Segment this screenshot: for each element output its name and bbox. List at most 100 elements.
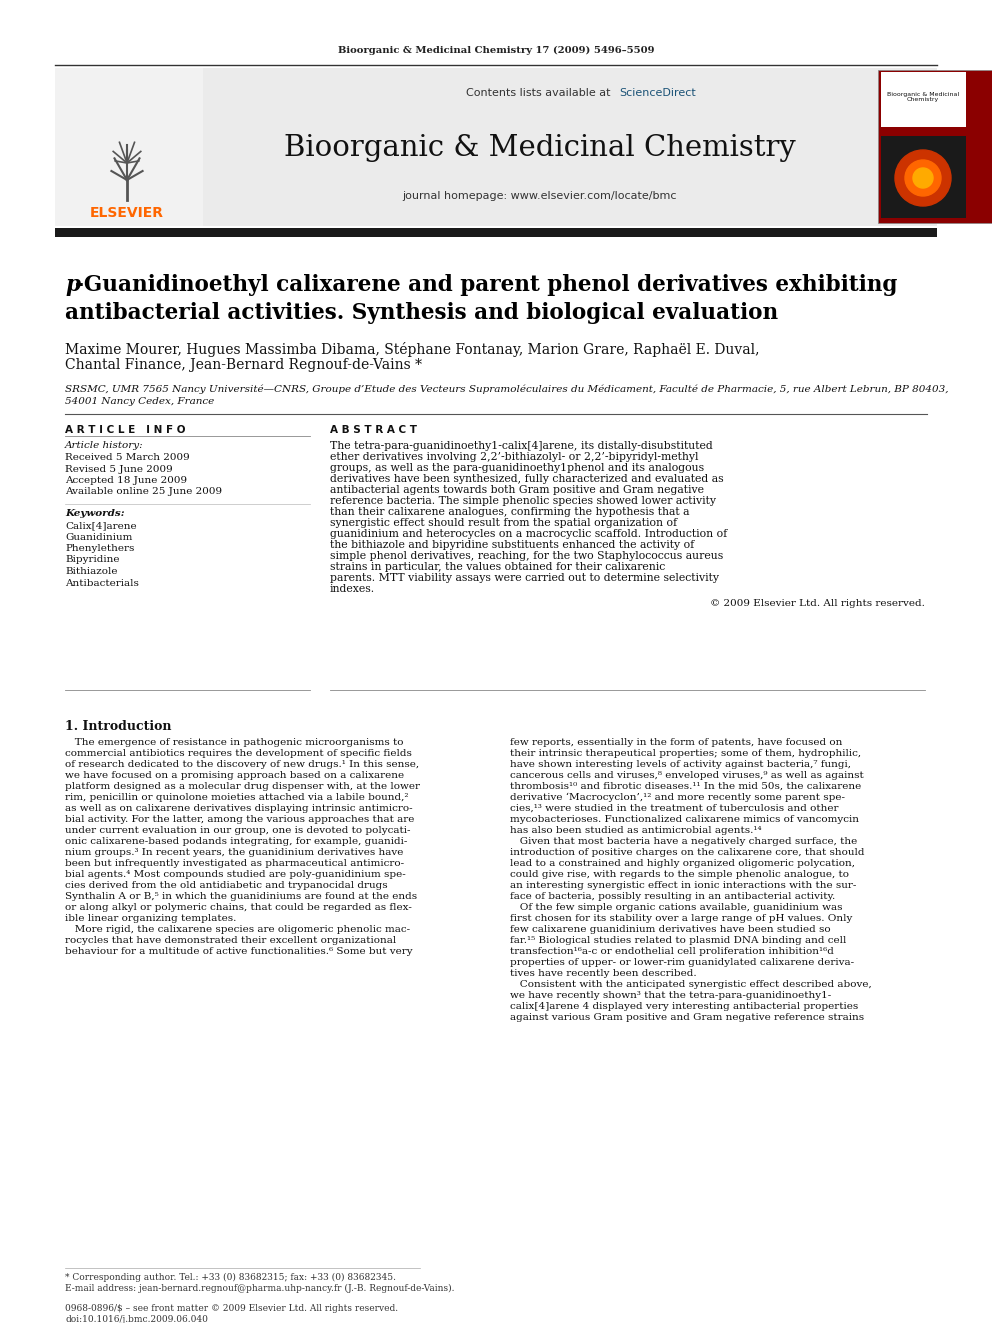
Text: behaviour for a multitude of active functionalities.⁶ Some but very: behaviour for a multitude of active func… — [65, 947, 413, 957]
FancyBboxPatch shape — [878, 70, 992, 224]
Text: doi:10.1016/j.bmc.2009.06.040: doi:10.1016/j.bmc.2009.06.040 — [65, 1315, 208, 1323]
Text: derivative ‘Macrocyclon’,¹² and more recently some parent spe-: derivative ‘Macrocyclon’,¹² and more rec… — [510, 792, 845, 802]
Text: Guanidinium: Guanidinium — [65, 532, 132, 541]
Text: strains in particular, the values obtained for their calixarenic: strains in particular, the values obtain… — [330, 562, 666, 572]
Text: transfection¹⁶a-c or endothelial cell proliferation inhibition¹⁶d: transfection¹⁶a-c or endothelial cell pr… — [510, 947, 834, 957]
Text: reference bacteria. The simple phenolic species showed lower activity: reference bacteria. The simple phenolic … — [330, 496, 716, 505]
Text: Bioorganic & Medicinal
Chemistry: Bioorganic & Medicinal Chemistry — [887, 91, 959, 102]
Text: we have focused on a promising approach based on a calixarene: we have focused on a promising approach … — [65, 771, 404, 781]
Text: A R T I C L E   I N F O: A R T I C L E I N F O — [65, 425, 186, 435]
Text: antibacterial activities. Synthesis and biological evaluation: antibacterial activities. Synthesis and … — [65, 302, 778, 324]
Text: few reports, essentially in the form of patents, have focused on: few reports, essentially in the form of … — [510, 738, 842, 747]
Text: an interesting synergistic effect in ionic interactions with the sur-: an interesting synergistic effect in ion… — [510, 881, 856, 890]
Text: 1. Introduction: 1. Introduction — [65, 720, 172, 733]
Text: onic calixarene-based podands integrating, for example, guanidi-: onic calixarene-based podands integratin… — [65, 837, 408, 845]
Text: Synthalin A or B,⁵ in which the guanidiniums are found at the ends: Synthalin A or B,⁵ in which the guanidin… — [65, 892, 417, 901]
Text: against various Gram positive and Gram negative reference strains: against various Gram positive and Gram n… — [510, 1013, 864, 1021]
Text: Contents lists available at: Contents lists available at — [466, 89, 614, 98]
Text: * Corresponding author. Tel.: +33 (0) 83682315; fax: +33 (0) 83682345.: * Corresponding author. Tel.: +33 (0) 83… — [65, 1273, 396, 1282]
Text: ELSEVIER: ELSEVIER — [90, 206, 164, 220]
Text: properties of upper- or lower-rim guanidylated calixarene deriva-: properties of upper- or lower-rim guanid… — [510, 958, 854, 967]
Text: commercial antibiotics requires the development of specific fields: commercial antibiotics requires the deve… — [65, 749, 412, 758]
Text: tives have recently been described.: tives have recently been described. — [510, 968, 696, 978]
Text: Article history:: Article history: — [65, 441, 144, 450]
Circle shape — [913, 168, 933, 188]
Circle shape — [895, 149, 951, 206]
Text: far.¹⁵ Biological studies related to plasmid DNA binding and cell: far.¹⁵ Biological studies related to pla… — [510, 935, 846, 945]
Text: More rigid, the calixarene species are oligomeric phenolic mac-: More rigid, the calixarene species are o… — [65, 925, 410, 934]
Text: cancerous cells and viruses,⁸ enveloped viruses,⁹ as well as against: cancerous cells and viruses,⁸ enveloped … — [510, 771, 864, 781]
Text: -Guanidinoethyl calixarene and parent phenol derivatives exhibiting: -Guanidinoethyl calixarene and parent ph… — [75, 274, 898, 296]
Text: 54001 Nancy Cedex, France: 54001 Nancy Cedex, France — [65, 397, 214, 406]
Text: Accepted 18 June 2009: Accepted 18 June 2009 — [65, 476, 187, 486]
Text: calix[4]arene 4 displayed very interesting antibacterial properties: calix[4]arene 4 displayed very interesti… — [510, 1002, 858, 1011]
Text: Calix[4]arene: Calix[4]arene — [65, 521, 137, 531]
Text: groups, as well as the para-guanidinoethy1phenol and its analogous: groups, as well as the para-guanidinoeth… — [330, 463, 704, 474]
FancyBboxPatch shape — [55, 67, 937, 226]
Text: Revised 5 June 2009: Revised 5 June 2009 — [65, 464, 173, 474]
Text: introduction of positive charges on the calixarene core, that should: introduction of positive charges on the … — [510, 848, 864, 857]
Circle shape — [905, 160, 941, 196]
Text: the bithiazole and bipyridine substituents enhanced the activity of: the bithiazole and bipyridine substituen… — [330, 540, 694, 550]
Text: antibacterial agents towards both Gram positive and Gram negative: antibacterial agents towards both Gram p… — [330, 486, 704, 495]
Text: as well as on calixarene derivatives displaying intrinsic antimicro-: as well as on calixarene derivatives dis… — [65, 804, 413, 814]
Text: ible linear organizing templates.: ible linear organizing templates. — [65, 914, 236, 923]
Text: have shown interesting levels of activity against bacteria,⁷ fungi,: have shown interesting levels of activit… — [510, 759, 851, 769]
Text: ScienceDirect: ScienceDirect — [620, 89, 696, 98]
Text: simple phenol derivatives, reaching, for the two Staphylococcus aureus: simple phenol derivatives, reaching, for… — [330, 550, 723, 561]
Text: first chosen for its stability over a large range of pH values. Only: first chosen for its stability over a la… — [510, 914, 852, 923]
Text: The emergence of resistance in pathogenic microorganisms to: The emergence of resistance in pathogeni… — [65, 738, 404, 747]
Text: rim, penicillin or quinolone moieties attached via a labile bound,²: rim, penicillin or quinolone moieties at… — [65, 792, 409, 802]
Text: bial agents.⁴ Most compounds studied are poly-guanidinium spe-: bial agents.⁴ Most compounds studied are… — [65, 871, 406, 878]
Text: Bioorganic & Medicinal Chemistry 17 (2009) 5496–5509: Bioorganic & Medicinal Chemistry 17 (200… — [337, 45, 655, 54]
Text: could give rise, with regards to the simple phenolic analogue, to: could give rise, with regards to the sim… — [510, 871, 849, 878]
Text: Maxime Mourer, Hugues Massimba Dibama, Stéphane Fontanay, Marion Grare, Raphaël : Maxime Mourer, Hugues Massimba Dibama, S… — [65, 343, 760, 357]
Text: E-mail address: jean-bernard.regnouf@pharma.uhp-nancy.fr (J.-B. Regnouf-de-Vains: E-mail address: jean-bernard.regnouf@pha… — [65, 1285, 454, 1293]
Text: Given that most bacteria have a negatively charged surface, the: Given that most bacteria have a negative… — [510, 837, 857, 845]
Text: Chantal Finance, Jean-Bernard Regnouf-de-Vains *: Chantal Finance, Jean-Bernard Regnouf-de… — [65, 359, 422, 372]
Text: Phenylethers: Phenylethers — [65, 544, 134, 553]
Text: of research dedicated to the discovery of new drugs.¹ In this sense,: of research dedicated to the discovery o… — [65, 759, 420, 769]
Text: parents. MTT viability assays were carried out to determine selectivity: parents. MTT viability assays were carri… — [330, 573, 719, 583]
Text: face of bacteria, possibly resulting in an antibacterial activity.: face of bacteria, possibly resulting in … — [510, 892, 835, 901]
Text: ether derivatives involving 2,2’-bithiazolyl- or 2,2’-bipyridyl-methyl: ether derivatives involving 2,2’-bithiaz… — [330, 452, 698, 462]
Text: Bithiazole: Bithiazole — [65, 568, 117, 576]
Text: platform designed as a molecular drug dispenser with, at the lower: platform designed as a molecular drug di… — [65, 782, 420, 791]
Text: than their calixarene analogues, confirming the hypothesis that a: than their calixarene analogues, confirm… — [330, 507, 689, 517]
Text: Bipyridine: Bipyridine — [65, 556, 119, 565]
Text: A B S T R A C T: A B S T R A C T — [330, 425, 417, 435]
Text: cies derived from the old antidiabetic and trypanocidal drugs: cies derived from the old antidiabetic a… — [65, 881, 388, 890]
Text: Keywords:: Keywords: — [65, 509, 125, 519]
Text: © 2009 Elsevier Ltd. All rights reserved.: © 2009 Elsevier Ltd. All rights reserved… — [710, 599, 925, 609]
Text: Bioorganic & Medicinal Chemistry: Bioorganic & Medicinal Chemistry — [284, 134, 796, 161]
Text: 0968-0896/$ – see front matter © 2009 Elsevier Ltd. All rights reserved.: 0968-0896/$ – see front matter © 2009 El… — [65, 1304, 398, 1312]
Text: p: p — [65, 274, 80, 296]
Text: their intrinsic therapeutical properties; some of them, hydrophilic,: their intrinsic therapeutical properties… — [510, 749, 861, 758]
Text: mycobacterioses. Functionalized calixarene mimics of vancomycin: mycobacterioses. Functionalized calixare… — [510, 815, 859, 824]
Text: indexes.: indexes. — [330, 583, 375, 594]
FancyBboxPatch shape — [55, 228, 937, 237]
Text: lead to a constrained and highly organized oligomeric polycation,: lead to a constrained and highly organiz… — [510, 859, 855, 868]
Text: Received 5 March 2009: Received 5 March 2009 — [65, 452, 189, 462]
Text: bial activity. For the latter, among the various approaches that are: bial activity. For the latter, among the… — [65, 815, 415, 824]
Text: nium groups.³ In recent years, the guanidinium derivatives have: nium groups.³ In recent years, the guani… — [65, 848, 404, 857]
Text: Available online 25 June 2009: Available online 25 June 2009 — [65, 487, 222, 496]
Text: cies,¹³ were studied in the treatment of tuberculosis and other: cies,¹³ were studied in the treatment of… — [510, 804, 838, 814]
Text: has also been studied as antimicrobial agents.¹⁴: has also been studied as antimicrobial a… — [510, 826, 762, 835]
Text: SRSMC, UMR 7565 Nancy Université—CNRS, Groupe d’Etude des Vecteurs Supramolécula: SRSMC, UMR 7565 Nancy Université—CNRS, G… — [65, 385, 948, 394]
FancyBboxPatch shape — [881, 136, 966, 218]
Text: derivatives have been synthesized, fully characterized and evaluated as: derivatives have been synthesized, fully… — [330, 474, 723, 484]
Text: under current evaluation in our group, one is devoted to polycati-: under current evaluation in our group, o… — [65, 826, 411, 835]
Text: journal homepage: www.elsevier.com/locate/bmc: journal homepage: www.elsevier.com/locat… — [403, 191, 678, 201]
Text: we have recently shown³ that the tetra-para-guanidinoethy1-: we have recently shown³ that the tetra-p… — [510, 991, 831, 1000]
Text: synergistic effect should result from the spatial organization of: synergistic effect should result from th… — [330, 519, 678, 528]
Text: thrombosis¹⁰ and fibrotic diseases.¹¹ In the mid 50s, the calixarene: thrombosis¹⁰ and fibrotic diseases.¹¹ In… — [510, 782, 861, 791]
Text: Consistent with the anticipated synergistic effect described above,: Consistent with the anticipated synergis… — [510, 980, 872, 990]
FancyBboxPatch shape — [55, 67, 203, 226]
Text: rocycles that have demonstrated their excellent organizational: rocycles that have demonstrated their ex… — [65, 935, 396, 945]
Text: The tetra-para-guanidinoethy1-calix[4]arene, its distally-disubstituted: The tetra-para-guanidinoethy1-calix[4]ar… — [330, 441, 712, 451]
Text: been but infrequently investigated as pharmaceutical antimicro-: been but infrequently investigated as ph… — [65, 859, 404, 868]
Text: Of the few simple organic cations available, guanidinium was: Of the few simple organic cations availa… — [510, 904, 842, 912]
FancyBboxPatch shape — [881, 71, 966, 127]
Text: guanidinium and heterocycles on a macrocyclic scaffold. Introduction of: guanidinium and heterocycles on a macroc… — [330, 529, 727, 538]
